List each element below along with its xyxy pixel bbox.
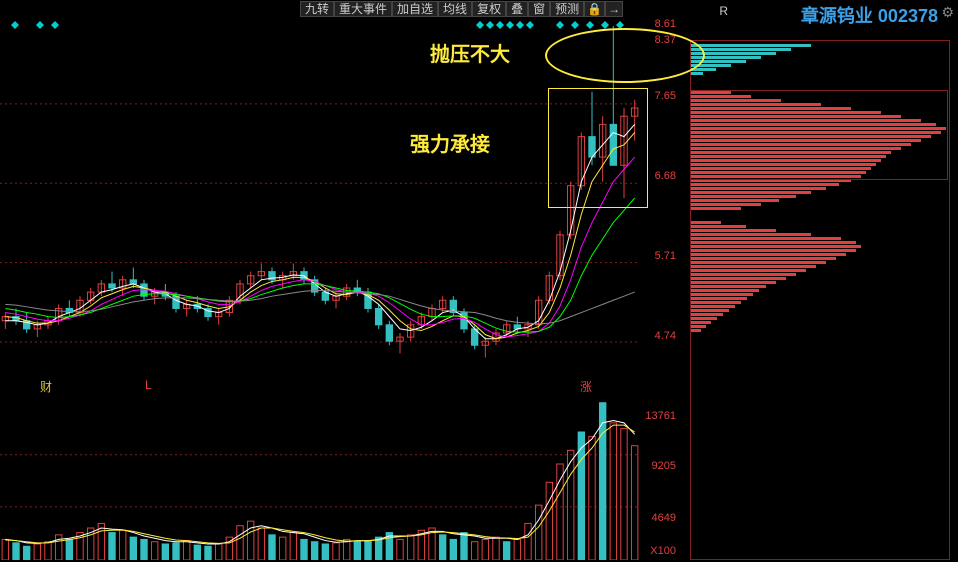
info-zhang: 涨 [580,378,592,395]
toolbar-btn[interactable]: 叠 [506,1,528,17]
price-chart[interactable] [0,18,640,378]
toolbar-icon[interactable]: 🔒 [584,1,605,17]
rect-highlight [548,88,648,208]
annotation-1: 抛压不大 [430,38,510,67]
toolbar-btn[interactable]: 复权 [472,1,506,17]
toolbar-btn[interactable]: 均线 [438,1,472,17]
toolbar-btn[interactable]: 重大事件 [334,1,392,17]
ellipse-highlight [545,28,705,83]
stock-code: 002378 [878,6,938,26]
r-label: R [719,4,728,18]
gear-icon[interactable]: ⚙ [941,4,954,21]
annotation-2: 强力承接 [410,128,490,157]
info-bar: 财 L 涨 [0,378,640,396]
toolbar-btn[interactable]: 加自选 [392,1,438,17]
toolbar: 九转重大事件加自选均线复权叠窗预测🔒→ [300,0,623,18]
stock-name: 章源钨业 [801,6,873,26]
profile-box-1 [690,90,948,180]
toolbar-btn[interactable]: 窗 [528,1,550,17]
volume-chart[interactable] [0,400,640,560]
vol-axis: 1376192054649X100 [640,400,680,560]
info-cai: 财 [40,378,52,395]
toolbar-btn[interactable]: 预测 [550,1,584,17]
info-l: L [145,378,152,392]
toolbar-icon[interactable]: → [605,1,623,17]
stock-header: 章源钨业 002378 [801,2,938,28]
toolbar-btn[interactable]: 九转 [300,1,334,17]
